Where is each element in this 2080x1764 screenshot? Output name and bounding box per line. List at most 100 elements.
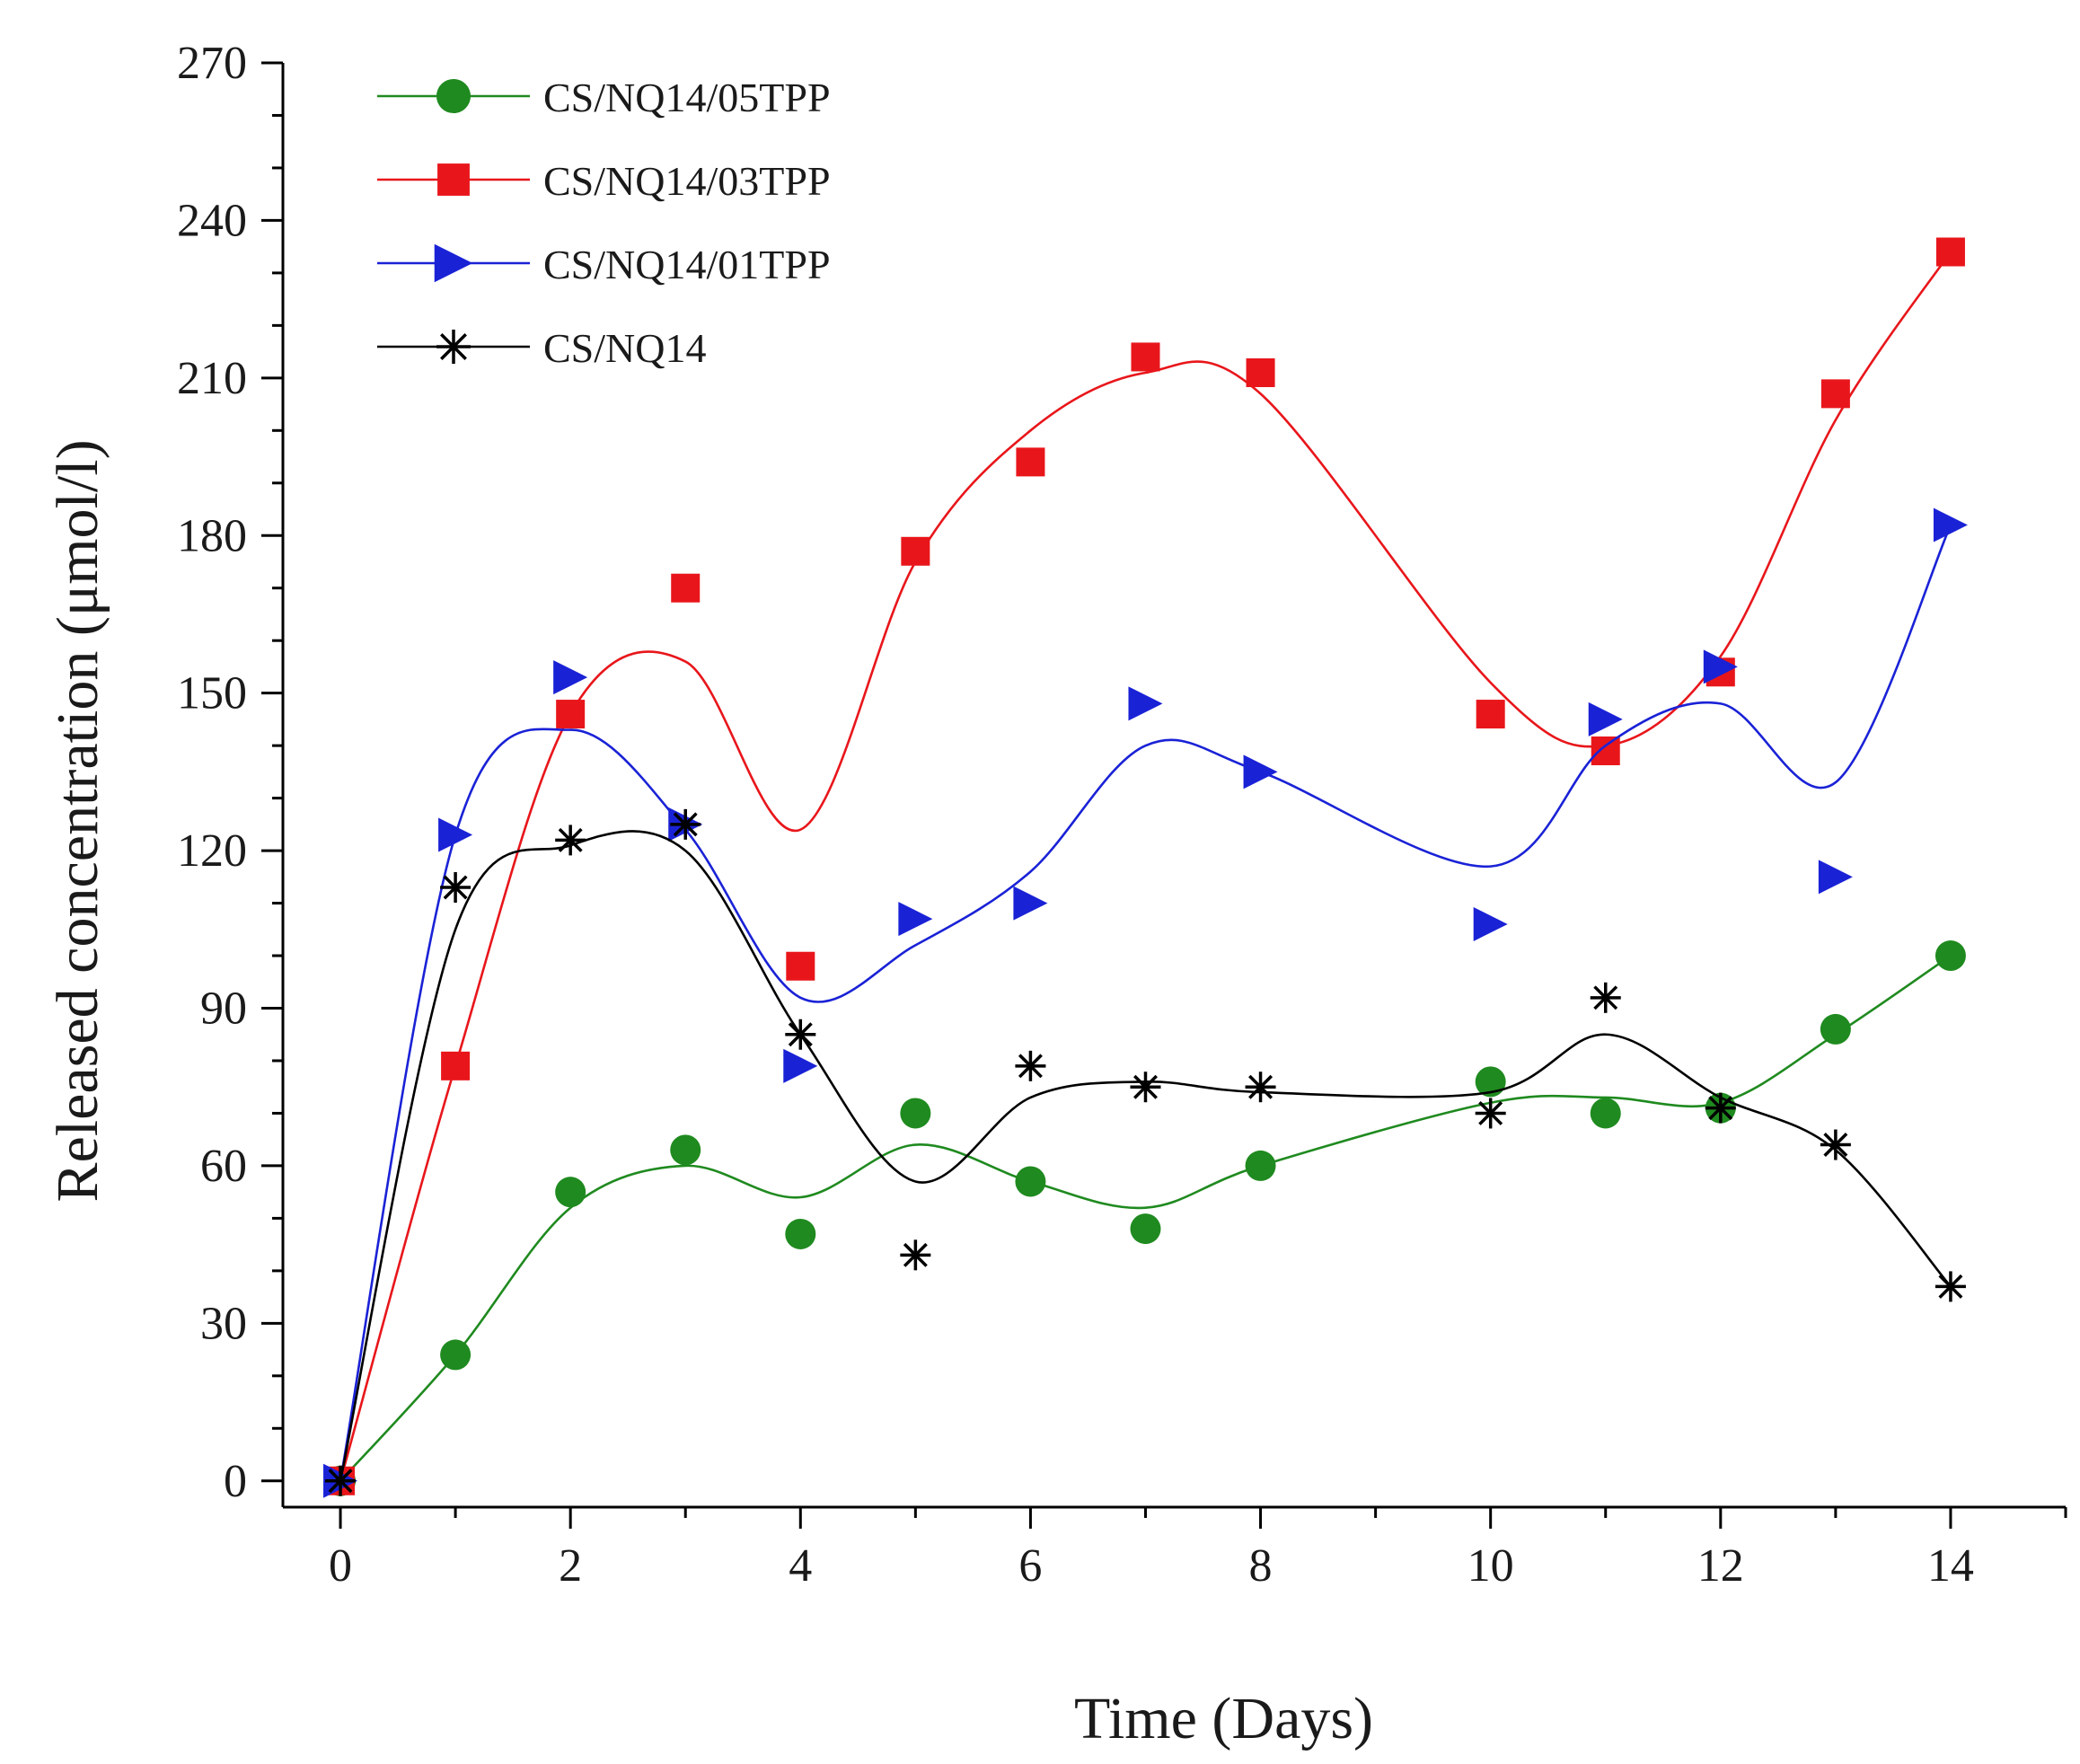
y-axis-title: Released concentration (μmol/l) — [45, 439, 110, 1202]
asterisk-stroke — [1248, 1074, 1274, 1099]
data-point — [1128, 686, 1163, 721]
data-point — [671, 573, 701, 603]
series-fit-line — [339, 525, 1952, 1481]
data-point — [1705, 1092, 1736, 1124]
asterisk-stroke — [1708, 1096, 1733, 1121]
data-point — [1015, 1166, 1046, 1197]
data-point — [1245, 1072, 1276, 1103]
legend-label: CS/NQ14/01TPP — [543, 242, 831, 287]
series-fit-line — [339, 251, 1952, 1482]
x-tick-label: 10 — [1467, 1540, 1514, 1592]
data-point — [555, 1177, 586, 1208]
data-point — [1820, 1129, 1851, 1160]
asterisk-stroke — [673, 812, 698, 837]
x-tick-label: 8 — [1249, 1540, 1273, 1592]
data-point — [1130, 1213, 1161, 1245]
legend-entry-3: CS/NQ14 — [377, 325, 706, 371]
data-point — [1591, 736, 1620, 765]
data-point — [900, 1239, 931, 1271]
y-tick-label: 60 — [200, 1141, 247, 1192]
data-point — [900, 1098, 931, 1129]
data-point — [1935, 1271, 1966, 1302]
y-tick-label: 90 — [200, 983, 247, 1035]
legend-label: CS/NQ14/05TPP — [543, 75, 831, 120]
asterisk-stroke — [1478, 1100, 1503, 1125]
legend-entry-1: CS/NQ14/03TPP — [377, 158, 831, 204]
data-point — [1476, 700, 1505, 729]
legend-marker — [436, 329, 472, 365]
asterisk-stroke — [1133, 1074, 1158, 1099]
y-tick-label: 270 — [177, 38, 247, 89]
y-tick-label: 120 — [177, 825, 247, 877]
data-point — [555, 825, 586, 856]
data-point — [670, 808, 701, 840]
x-tick-label: 12 — [1697, 1540, 1744, 1592]
data-point — [898, 902, 933, 937]
data-point — [1015, 1050, 1046, 1081]
data-point — [901, 536, 930, 566]
data-point — [783, 1048, 818, 1083]
y-tick-label: 210 — [177, 353, 247, 404]
data-point — [1131, 342, 1160, 372]
asterisk-stroke — [328, 1469, 353, 1494]
data-point — [1703, 649, 1738, 684]
x-tick-label: 0 — [329, 1540, 352, 1592]
data-point — [1243, 754, 1278, 789]
data-point — [440, 1339, 472, 1371]
data-point — [1475, 1066, 1506, 1098]
legend: CS/NQ14/05TPP CS/NQ14/03TPP CS/NQ14/01TPP C… — [377, 75, 831, 371]
data-point — [785, 1019, 816, 1050]
data-point — [1013, 886, 1048, 921]
legend-label: CS/NQ14 — [543, 325, 706, 371]
y-tick-label: 30 — [200, 1298, 247, 1349]
data-point — [1590, 982, 1621, 1013]
data-point — [1933, 507, 1968, 542]
data-point — [670, 1134, 701, 1166]
plot-area — [323, 237, 1968, 1498]
asterisk-stroke — [558, 827, 583, 852]
series-3 — [325, 808, 1966, 1496]
x-tick-label: 6 — [1018, 1540, 1042, 1592]
series-fit-line — [339, 830, 1952, 1482]
series-2 — [323, 507, 1968, 1498]
data-point — [1588, 701, 1623, 736]
data-point — [1475, 1098, 1506, 1129]
data-point — [1935, 940, 1966, 972]
series-fit-line — [339, 954, 1952, 1482]
asterisk-stroke — [443, 875, 468, 900]
legend-marker — [434, 243, 473, 283]
series-1 — [326, 237, 1965, 1495]
data-point — [785, 1218, 816, 1249]
legend-entry-2: CS/NQ14/01TPP — [377, 242, 831, 287]
y-tick-label: 240 — [177, 195, 247, 246]
data-point — [1016, 447, 1045, 477]
data-point — [1246, 357, 1275, 387]
legend-marker — [437, 163, 470, 196]
data-point — [438, 817, 473, 852]
y-tick-label: 180 — [177, 510, 247, 561]
data-point — [1820, 379, 1850, 409]
data-point — [1473, 906, 1508, 941]
data-point — [440, 872, 472, 904]
y-tick-label: 150 — [177, 668, 247, 719]
data-point — [1820, 1013, 1851, 1045]
x-tick-label: 4 — [789, 1540, 812, 1592]
data-point — [1130, 1072, 1161, 1103]
x-axis-title: Time (Days) — [1074, 1686, 1373, 1751]
legend-entry-0: CS/NQ14/05TPP — [377, 75, 831, 120]
asterisk-stroke — [1018, 1054, 1043, 1079]
asterisk-stroke — [1938, 1274, 1963, 1299]
data-point — [553, 660, 588, 695]
series-0 — [325, 940, 1966, 1496]
data-point — [441, 1051, 471, 1080]
asterisk-stroke — [788, 1022, 813, 1047]
data-point — [786, 951, 815, 981]
legend-marker — [436, 78, 472, 114]
data-point — [556, 700, 586, 729]
data-point — [1818, 860, 1853, 895]
axes: 0 30 60 90 120 150 180 210 240 270 0 2 4 6 8 10 12 14 — [177, 38, 2067, 1592]
asterisk-stroke — [440, 333, 467, 360]
data-point — [1935, 237, 1965, 267]
